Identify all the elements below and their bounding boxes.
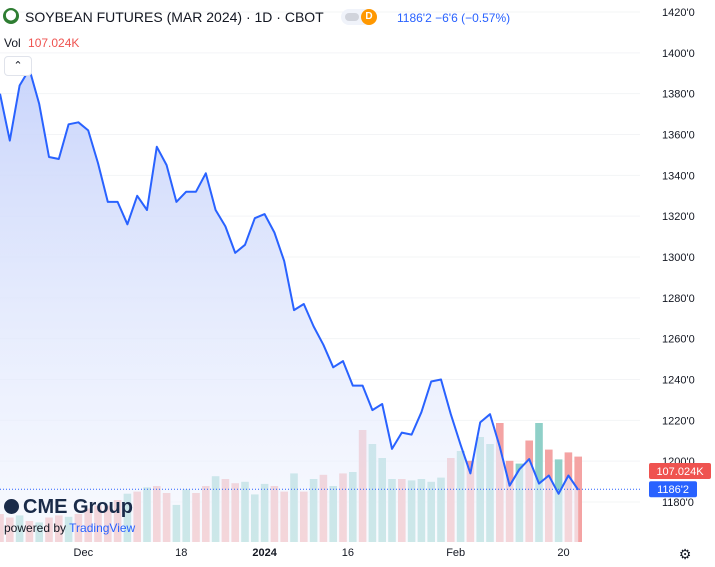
last-price-tag-label: 1186'2: [657, 484, 689, 496]
y-axis[interactable]: 1420'0 1400'0 1380'0 1360'0 1340'0 1320'0 1300…: [662, 7, 695, 509]
volume-value: 107.024K: [28, 36, 80, 50]
toggle-track: [345, 13, 359, 21]
price-tags: 107.024K 1186'2: [649, 463, 711, 498]
chevron-up-icon: ⌃: [13, 60, 23, 72]
x-tick-label: 2024: [252, 547, 277, 559]
volume-tag-label: 107.024K: [656, 466, 704, 478]
powered-by[interactable]: powered by TradingView: [4, 521, 135, 535]
last-quote: 1186'2 −6'6 (−0.57%): [397, 11, 511, 25]
volume-tag: [649, 463, 711, 479]
x-tick-label: Dec: [74, 547, 94, 559]
x-tick-label: 18: [175, 547, 187, 559]
cme-group-logo: CME Group: [4, 496, 133, 519]
x-tick-label: Feb: [446, 547, 465, 559]
y-tick-label: 1260'0: [662, 334, 695, 346]
x-tick-label: 20: [557, 547, 569, 559]
y-tick-label: 1280'0: [662, 293, 695, 305]
gear-icon[interactable]: ⚙: [678, 546, 692, 562]
x-tick-label: 16: [342, 547, 354, 559]
y-tick-label: 1240'0: [662, 375, 695, 387]
x-axis[interactable]: Dec 18 2024 16 Feb 20: [74, 547, 570, 559]
collapse-legend-button[interactable]: ⌃: [4, 56, 32, 76]
volume-legend: Vol 107.024K: [4, 36, 79, 50]
soybean-logo-icon: ⬤: [3, 8, 19, 24]
y-tick-label: 1420'0: [662, 7, 695, 19]
last-price-tag: [649, 481, 697, 498]
tradingview-link[interactable]: TradingView: [69, 521, 136, 535]
y-tick-label: 1360'0: [662, 130, 695, 142]
y-tick-label: 1220'0: [662, 415, 695, 427]
y-tick-label: 1380'0: [662, 89, 695, 101]
volume-label: Vol: [4, 36, 21, 50]
y-tick-label: 1340'0: [662, 170, 695, 182]
interval-toggle[interactable]: D: [341, 9, 377, 25]
chart-title: SOYBEAN FUTURES (MAR 2024) · 1D · CBOT: [25, 9, 324, 25]
cme-logo-text: CME Group: [23, 496, 133, 518]
daily-interval-badge[interactable]: D: [361, 9, 377, 25]
powered-by-prefix: powered by: [4, 521, 67, 535]
y-tick-label: 1300'0: [662, 252, 695, 264]
y-tick-label: 1320'0: [662, 211, 695, 223]
chart-header: ⬤ SOYBEAN FUTURES (MAR 2024) · 1D · CBOT…: [0, 0, 600, 34]
cme-globe-icon: [4, 499, 19, 514]
y-tick-label: 1400'0: [662, 48, 695, 60]
price-area: [0, 69, 579, 542]
y-tick-label: 1180'0: [662, 497, 694, 509]
price-line: [0, 68, 580, 495]
